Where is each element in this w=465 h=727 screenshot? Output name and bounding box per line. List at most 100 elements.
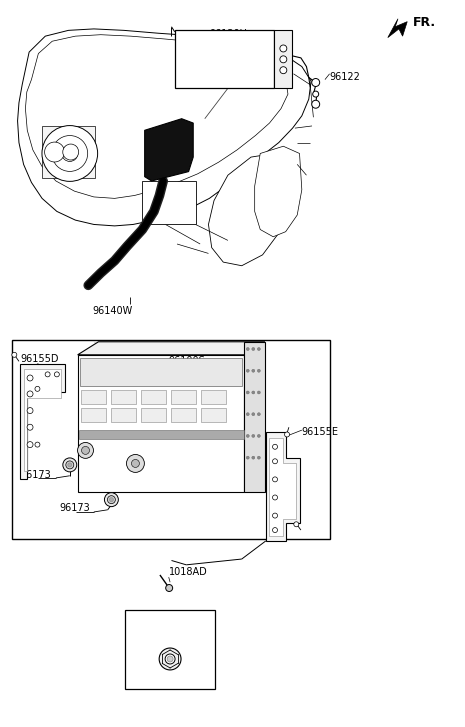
Bar (201, 408, 226, 422)
Bar (141, 390, 166, 404)
Text: 96155D: 96155D (21, 353, 60, 364)
Circle shape (62, 145, 78, 161)
Circle shape (272, 528, 278, 533)
Polygon shape (266, 433, 299, 541)
Polygon shape (255, 146, 302, 237)
Bar (79, 430, 244, 439)
Bar (111, 408, 136, 422)
Circle shape (63, 144, 79, 160)
Circle shape (109, 498, 113, 502)
Bar (78, 355, 244, 492)
Circle shape (159, 648, 181, 670)
Text: 96173: 96173 (59, 503, 90, 513)
Circle shape (246, 435, 249, 438)
Circle shape (313, 91, 319, 97)
Circle shape (27, 408, 33, 414)
Circle shape (285, 432, 290, 437)
Circle shape (280, 45, 287, 52)
Circle shape (272, 444, 278, 449)
Polygon shape (274, 31, 292, 88)
Polygon shape (388, 19, 407, 38)
Circle shape (27, 441, 33, 448)
Circle shape (68, 463, 72, 467)
Circle shape (52, 135, 88, 172)
Circle shape (27, 425, 33, 430)
Circle shape (252, 413, 255, 416)
Circle shape (107, 496, 115, 504)
Bar (12, 340, 331, 539)
Circle shape (246, 348, 249, 350)
Circle shape (35, 386, 40, 391)
Polygon shape (145, 119, 193, 181)
Circle shape (45, 372, 50, 377)
Circle shape (27, 375, 33, 381)
Bar (171, 408, 196, 422)
Circle shape (105, 493, 119, 507)
Circle shape (12, 353, 17, 357)
Circle shape (252, 348, 255, 350)
Polygon shape (244, 342, 265, 492)
Circle shape (246, 456, 249, 459)
Circle shape (280, 67, 287, 73)
Circle shape (27, 391, 33, 397)
Circle shape (257, 413, 260, 416)
Circle shape (252, 435, 255, 438)
Polygon shape (208, 153, 290, 266)
Circle shape (252, 456, 255, 459)
Bar (141, 408, 166, 422)
Circle shape (166, 585, 173, 592)
Circle shape (246, 369, 249, 372)
Polygon shape (78, 342, 265, 355)
Text: 96173: 96173 (21, 470, 52, 480)
Circle shape (257, 348, 260, 350)
Bar (80, 358, 242, 386)
Circle shape (252, 391, 255, 394)
Text: 96130U: 96130U (209, 29, 247, 39)
Text: 96100S: 96100S (168, 356, 205, 366)
Circle shape (54, 372, 60, 377)
Circle shape (165, 654, 175, 664)
Circle shape (294, 522, 299, 527)
Circle shape (272, 513, 278, 518)
Text: 96122: 96122 (330, 73, 360, 82)
Circle shape (312, 100, 319, 108)
Circle shape (312, 79, 319, 87)
Circle shape (42, 126, 98, 181)
Bar (81, 390, 106, 404)
Circle shape (257, 435, 260, 438)
Bar (175, 31, 274, 88)
Circle shape (126, 454, 144, 473)
Circle shape (63, 458, 77, 472)
Bar (125, 610, 215, 689)
Text: FR.: FR. (413, 16, 436, 29)
Polygon shape (24, 369, 61, 470)
Bar (81, 408, 106, 422)
Bar (142, 181, 195, 225)
Polygon shape (270, 438, 296, 536)
Circle shape (66, 461, 74, 469)
Bar (171, 390, 196, 404)
Circle shape (257, 391, 260, 394)
Polygon shape (18, 29, 311, 226)
Circle shape (280, 56, 287, 63)
Bar (42, 126, 95, 178)
Circle shape (272, 477, 278, 482)
Circle shape (45, 142, 65, 162)
Circle shape (167, 656, 173, 662)
Text: 1018AD: 1018AD (169, 567, 207, 577)
Text: 96140W: 96140W (92, 305, 133, 316)
Bar (111, 390, 136, 404)
Circle shape (257, 369, 260, 372)
Circle shape (78, 443, 93, 459)
Text: 1339CC: 1339CC (151, 612, 189, 622)
Circle shape (132, 459, 140, 467)
Bar (201, 390, 226, 404)
Circle shape (35, 442, 40, 447)
Polygon shape (20, 364, 65, 479)
Circle shape (272, 495, 278, 500)
Circle shape (246, 391, 249, 394)
Circle shape (252, 369, 255, 372)
Circle shape (257, 456, 260, 459)
Circle shape (81, 446, 89, 454)
Text: 96155E: 96155E (302, 427, 339, 437)
